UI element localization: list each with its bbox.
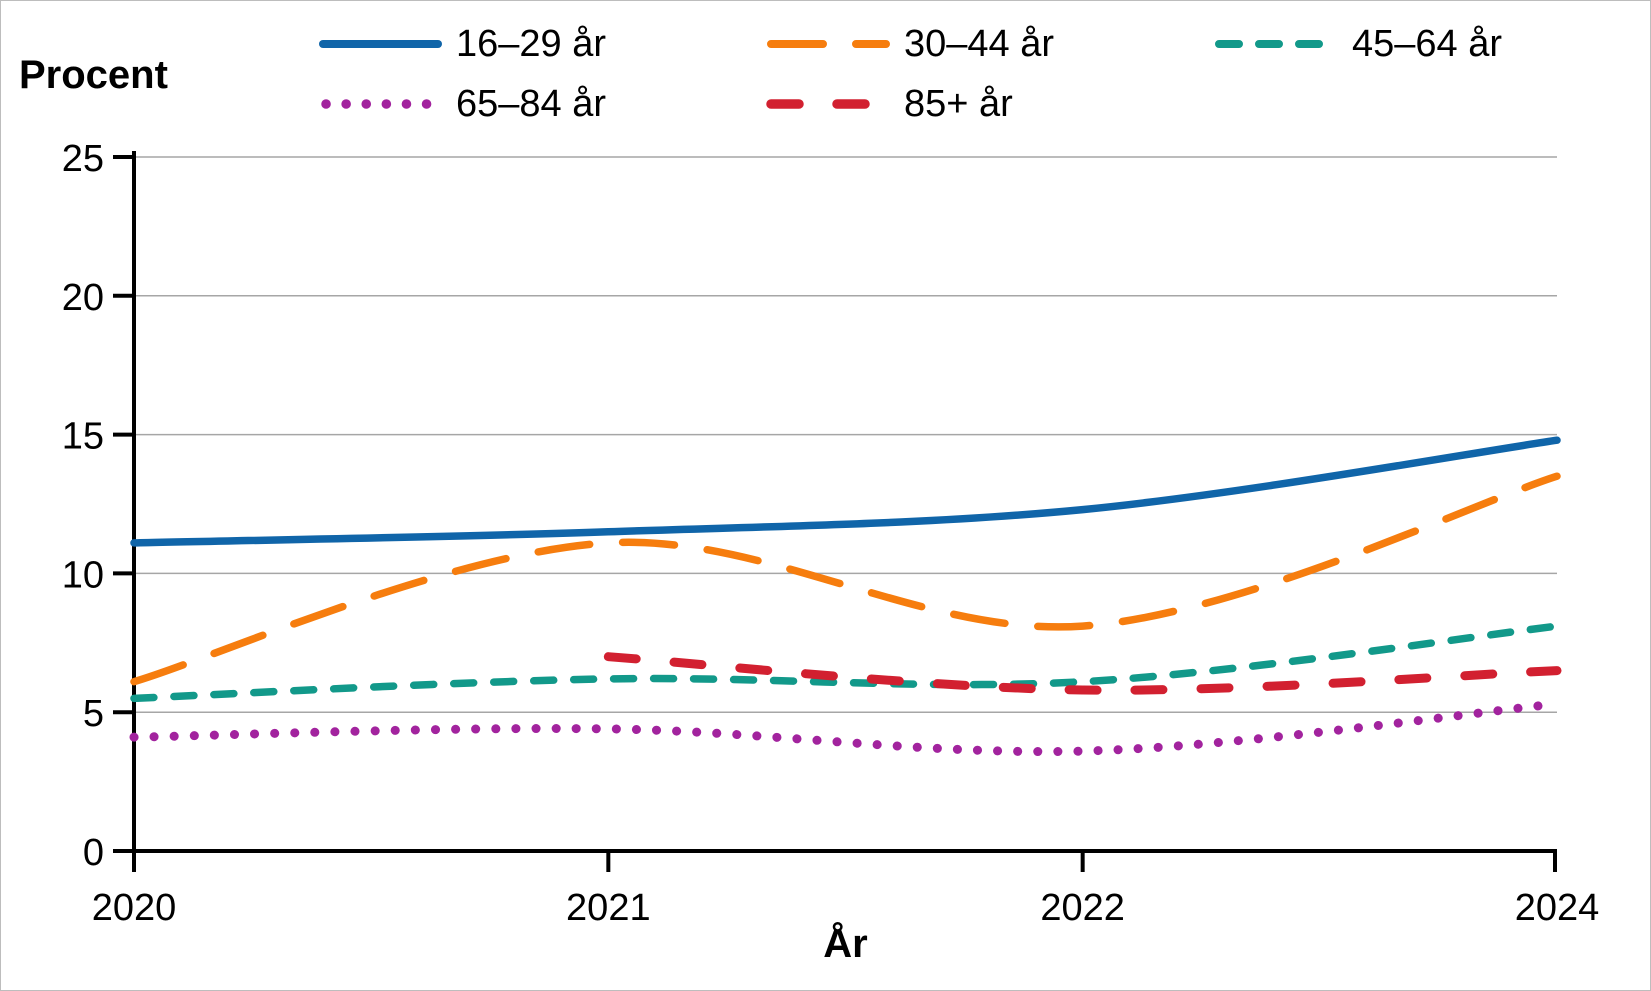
x-tick-label: 2024	[1515, 887, 1600, 929]
legend: 16–29 år 30–44 år 45–64 år 65–84 år 85+ …	[1, 1, 1650, 131]
legend-swatch-85plus-line-icon	[766, 99, 891, 109]
tick-labels: 0 5 10 15 20 25 2020 2021 2022 2024	[62, 138, 1600, 929]
gridlines	[134, 156, 1557, 713]
series-line-45-64-r	[130, 622, 1561, 703]
y-tick-label: 15	[62, 416, 104, 458]
legend-label: 45–64 år	[1352, 23, 1503, 65]
y-tick-label: 20	[62, 277, 104, 319]
x-tick-label: 2022	[1040, 887, 1125, 929]
y-tick-label: 5	[83, 693, 104, 735]
legend-label: 16–29 år	[456, 23, 607, 65]
legend-label: 85+ år	[904, 83, 1013, 125]
series-line-65-84-r	[129, 699, 1562, 757]
legend-swatch-45-64-line-icon	[1215, 40, 1338, 48]
series-line-30-44-r	[130, 472, 1561, 686]
legend-item-30-44: 30–44 år	[766, 22, 1054, 66]
legend-swatch-65-84-line-icon	[321, 99, 443, 109]
y-tick-label: 25	[62, 138, 104, 180]
y-tick-label: 10	[62, 554, 104, 596]
legend-item-85plus: 85+ år	[766, 82, 1013, 126]
legend-swatch-30-44-line-icon	[767, 40, 890, 48]
axes	[113, 151, 1557, 872]
x-tick-label: 2021	[566, 887, 651, 929]
series-lines	[129, 436, 1562, 757]
legend-item-65-84: 65–84 år	[318, 82, 606, 126]
y-axis-title: Procent	[19, 53, 168, 97]
series-line-16-29-r	[130, 436, 1561, 547]
legend-label: 30–44 år	[904, 23, 1055, 65]
legend-item-16-29: 16–29 år	[318, 22, 606, 66]
legend-label: 65–84 år	[456, 83, 607, 125]
legend-swatch-16-29-line-icon	[319, 40, 442, 48]
x-axis-title: År	[823, 922, 868, 966]
x-tick-label: 2020	[92, 887, 177, 929]
y-tick-label: 0	[83, 832, 104, 874]
series-line-85-r	[603, 652, 1562, 695]
legend-item-45-64: 45–64 år	[1214, 22, 1502, 66]
